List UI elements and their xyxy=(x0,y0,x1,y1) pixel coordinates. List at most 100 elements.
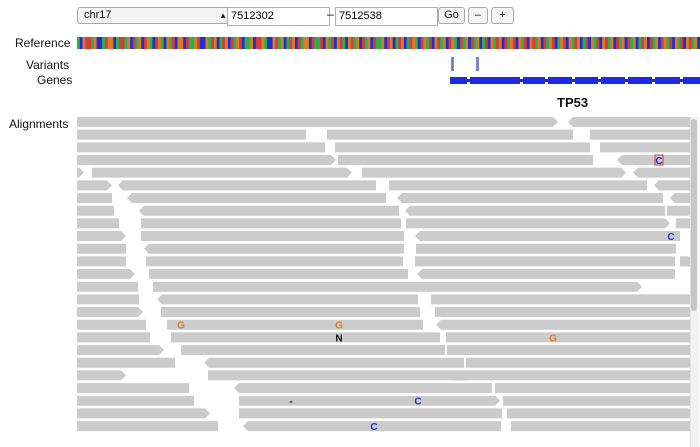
read-alignment[interactable] xyxy=(118,180,376,191)
read-alignment[interactable] xyxy=(362,167,626,178)
read-alignment[interactable] xyxy=(77,231,126,242)
reference-base xyxy=(141,37,145,49)
read-alignment[interactable] xyxy=(127,193,386,204)
read-alignment[interactable] xyxy=(77,167,84,178)
read-alignment[interactable] xyxy=(617,155,690,166)
read-alignment[interactable] xyxy=(181,345,445,356)
zoom-out-button[interactable]: – xyxy=(468,7,488,24)
read-alignment[interactable] xyxy=(92,167,352,178)
read-alignment[interactable] xyxy=(503,395,690,406)
read-alignment[interactable] xyxy=(77,180,112,191)
read-alignment[interactable] xyxy=(436,319,690,330)
read-alignment[interactable] xyxy=(77,332,150,343)
read-alignment[interactable] xyxy=(243,421,501,432)
read-alignment[interactable] xyxy=(208,370,467,381)
read-alignment[interactable] xyxy=(415,256,675,267)
variant-marker[interactable] xyxy=(451,57,454,71)
read-alignment[interactable] xyxy=(466,357,690,368)
reference-base xyxy=(406,37,410,49)
zoom-in-button[interactable]: + xyxy=(491,7,514,24)
read-alignment[interactable] xyxy=(447,345,690,356)
alignments-scrollbar-thumb[interactable] xyxy=(691,119,697,311)
read-alignment[interactable] xyxy=(511,421,690,432)
read-alignment[interactable] xyxy=(77,142,325,153)
read-alignment[interactable] xyxy=(77,205,114,216)
read-alignment[interactable] xyxy=(405,205,665,216)
read-alignment[interactable] xyxy=(77,256,126,267)
read-alignment[interactable] xyxy=(77,243,126,254)
read-alignment[interactable] xyxy=(680,256,690,267)
read-alignment[interactable] xyxy=(239,395,500,406)
read-alignment[interactable] xyxy=(327,129,573,140)
read-alignment[interactable] xyxy=(417,269,675,280)
read-alignment[interactable] xyxy=(435,307,690,318)
range-end-input[interactable] xyxy=(335,7,438,26)
read-alignment[interactable] xyxy=(590,129,690,140)
read-alignment[interactable] xyxy=(633,167,690,178)
read-alignment[interactable] xyxy=(77,383,189,394)
read-alignment[interactable] xyxy=(77,357,175,368)
reference-base xyxy=(171,37,176,49)
read-alignment[interactable] xyxy=(415,231,680,242)
read-alignment[interactable] xyxy=(141,231,404,242)
read-alignment[interactable] xyxy=(77,421,218,432)
read-alignment[interactable] xyxy=(600,142,690,153)
read-alignment[interactable] xyxy=(446,332,690,343)
go-button[interactable]: Go xyxy=(438,7,465,24)
read-alignment[interactable] xyxy=(406,218,670,229)
gene-exon xyxy=(628,77,652,84)
read-alignment[interactable] xyxy=(77,408,210,419)
read-alignment[interactable] xyxy=(397,193,663,204)
read-alignment[interactable] xyxy=(77,294,139,305)
read-alignment[interactable] xyxy=(153,281,642,292)
read-alignment[interactable] xyxy=(77,155,336,166)
read-alignment[interactable] xyxy=(335,142,590,153)
read-alignment[interactable] xyxy=(654,180,690,191)
read-alignment[interactable] xyxy=(171,332,440,343)
reference-base xyxy=(77,37,81,49)
read-alignment[interactable] xyxy=(416,243,676,254)
read-alignment[interactable] xyxy=(495,383,690,394)
read-alignment[interactable] xyxy=(451,370,690,381)
read-alignment[interactable] xyxy=(77,307,143,318)
variant-marker[interactable] xyxy=(476,57,479,71)
read-alignment[interactable] xyxy=(157,294,418,305)
read-alignment[interactable] xyxy=(77,319,146,330)
read-alignment[interactable] xyxy=(161,307,420,318)
read-alignment[interactable] xyxy=(149,269,408,280)
reference-base xyxy=(420,37,424,49)
read-alignment[interactable] xyxy=(77,218,119,229)
read-alignment[interactable] xyxy=(139,205,399,216)
read-alignment[interactable] xyxy=(77,269,135,280)
read-alignment[interactable] xyxy=(77,345,164,356)
read-alignment[interactable] xyxy=(667,205,690,216)
read-alignment[interactable] xyxy=(77,370,126,381)
read-alignment[interactable] xyxy=(507,408,690,419)
read-alignment[interactable] xyxy=(431,294,690,305)
read-alignment[interactable] xyxy=(146,256,403,267)
read-alignment[interactable] xyxy=(77,129,306,140)
read-alignment[interactable] xyxy=(389,180,647,191)
read-alignment[interactable] xyxy=(144,243,404,254)
read-alignment[interactable] xyxy=(77,193,112,204)
range-start-input[interactable] xyxy=(227,7,330,26)
read-alignment[interactable] xyxy=(167,319,423,330)
read-alignment[interactable] xyxy=(77,395,194,406)
read-alignment[interactable] xyxy=(234,383,492,394)
reference-sequence-track[interactable] xyxy=(77,37,700,49)
read-alignment[interactable] xyxy=(338,155,593,166)
read-alignment[interactable] xyxy=(204,357,464,368)
chromosome-select[interactable]: chr17 ▲ xyxy=(77,7,233,24)
read-alignment[interactable] xyxy=(568,117,690,127)
read-alignment[interactable] xyxy=(670,193,690,204)
read-alignment[interactable] xyxy=(141,218,401,229)
reference-base xyxy=(479,37,483,49)
read-alignment[interactable] xyxy=(676,218,690,229)
reference-base xyxy=(646,37,651,49)
read-alignment[interactable] xyxy=(77,281,138,292)
mismatch-highlight xyxy=(654,154,664,166)
read-alignment[interactable] xyxy=(77,117,558,127)
read-alignment[interactable] xyxy=(239,408,502,419)
reference-base xyxy=(459,37,463,49)
